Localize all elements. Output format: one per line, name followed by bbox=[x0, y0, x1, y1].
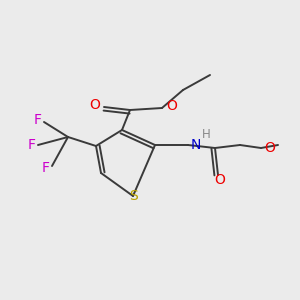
Text: O: O bbox=[166, 99, 177, 113]
Text: O: O bbox=[89, 98, 100, 112]
Text: F: F bbox=[34, 113, 42, 127]
Text: O: O bbox=[264, 141, 275, 155]
Text: N: N bbox=[191, 138, 201, 152]
Text: O: O bbox=[214, 173, 225, 187]
Text: F: F bbox=[42, 161, 50, 175]
Text: S: S bbox=[129, 189, 137, 203]
Text: H: H bbox=[202, 128, 211, 142]
Text: F: F bbox=[28, 138, 36, 152]
